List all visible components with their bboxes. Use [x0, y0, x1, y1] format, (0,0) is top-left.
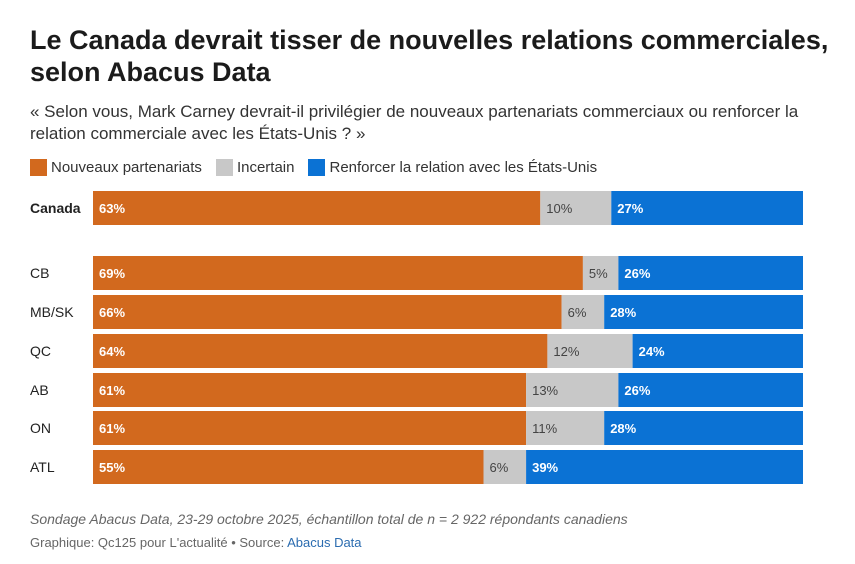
value-label-on-renforcer: 28%: [610, 421, 636, 436]
bar-atl-nouveaux: [93, 450, 484, 484]
value-label-mb-sk-incertain: 6%: [568, 305, 587, 320]
bar-mb-sk-nouveaux: [93, 295, 562, 329]
category-label-atl: ATL: [30, 459, 55, 475]
bar-canada-renforcer: [611, 191, 803, 225]
chart-title: Le Canada devrait tisser de nouvelles re…: [30, 25, 829, 87]
bar-on-renforcer: [604, 411, 803, 445]
legend-label-incertain: Incertain: [236, 158, 295, 176]
credit-line: Graphique: Qc125 pour L'actualité • Sour…: [30, 535, 362, 550]
value-label-cb-incertain: 5%: [589, 266, 608, 281]
value-label-ab-incertain: 13%: [532, 383, 558, 398]
bar-canada-incertain: [540, 191, 612, 225]
bar-qc-incertain: [547, 334, 633, 368]
value-label-on-incertain: 11%: [532, 421, 557, 436]
bar-on-nouveaux: [93, 411, 527, 445]
value-label-ab-renforcer: 26%: [624, 383, 650, 398]
legend-swatch-incertain: [215, 158, 233, 176]
category-label-qc: QC: [30, 343, 51, 359]
category-label-cb: CB: [30, 265, 49, 281]
value-label-atl-nouveaux: 55%: [99, 460, 125, 475]
source-link[interactable]: Abacus Data: [287, 535, 362, 550]
value-label-mb-sk-nouveaux: 66%: [99, 305, 125, 320]
value-label-qc-renforcer: 24%: [639, 344, 665, 359]
legend-item-incertain: Incertain: [215, 158, 295, 176]
value-label-atl-renforcer: 39%: [532, 460, 558, 475]
value-label-on-nouveaux: 61%: [99, 421, 125, 436]
legend-swatch-renforcer: [308, 158, 326, 176]
value-label-canada-incertain: 10%: [546, 201, 572, 216]
legend-item-nouveaux: Nouveaux partenariats: [30, 158, 202, 176]
bar-ab-renforcer: [618, 373, 803, 407]
legend-label-nouveaux: Nouveaux partenariats: [51, 158, 202, 176]
value-label-ab-nouveaux: 61%: [99, 383, 125, 398]
chart-subtitle: « Selon vous, Mark Carney devrait-il pri…: [30, 102, 799, 143]
legend: Nouveaux partenariats Incertain Renforce…: [30, 157, 611, 177]
value-label-atl-incertain: 6%: [490, 460, 509, 475]
bar-cb-renforcer: [618, 256, 803, 290]
bar-mb-sk-incertain: [561, 295, 605, 329]
bar-canada-nouveaux: [93, 191, 541, 225]
legend-swatch-nouveaux: [30, 158, 47, 176]
legend-item-renforcer: Renforcer la relation avec les États-Uni…: [308, 158, 598, 176]
bar-cb-incertain: [582, 256, 619, 290]
value-label-mb-sk-renforcer: 28%: [610, 305, 636, 320]
value-label-qc-nouveaux: 64%: [99, 344, 125, 359]
bar-mb-sk-renforcer: [604, 295, 803, 329]
category-label-ab: AB: [30, 382, 49, 398]
bar-qc-nouveaux: [93, 334, 548, 368]
bar-atl-incertain: [483, 450, 527, 484]
bar-on-incertain: [526, 411, 605, 445]
credit-prefix: Graphique: Qc125 pour L'actualité • Sour…: [30, 535, 288, 550]
bar-ab-incertain: [526, 373, 619, 407]
value-label-canada-renforcer: 27%: [617, 201, 643, 216]
category-label-canada: Canada: [30, 200, 81, 216]
bar-cb-nouveaux: [93, 256, 583, 290]
footnote: Sondage Abacus Data, 23-29 octobre 2025,…: [30, 511, 628, 527]
value-label-canada-nouveaux: 63%: [99, 201, 125, 216]
bar-ab-nouveaux: [93, 373, 527, 407]
legend-label-renforcer: Renforcer la relation avec les États-Uni…: [329, 158, 598, 176]
value-label-cb-nouveaux: 69%: [99, 266, 125, 281]
value-label-qc-incertain: 12%: [553, 344, 579, 359]
category-label-on: ON: [30, 420, 51, 436]
category-label-mb-sk: MB/SK: [30, 304, 74, 320]
value-label-cb-renforcer: 26%: [624, 266, 650, 281]
bar-atl-renforcer: [526, 450, 803, 484]
bar-qc-renforcer: [632, 334, 803, 368]
